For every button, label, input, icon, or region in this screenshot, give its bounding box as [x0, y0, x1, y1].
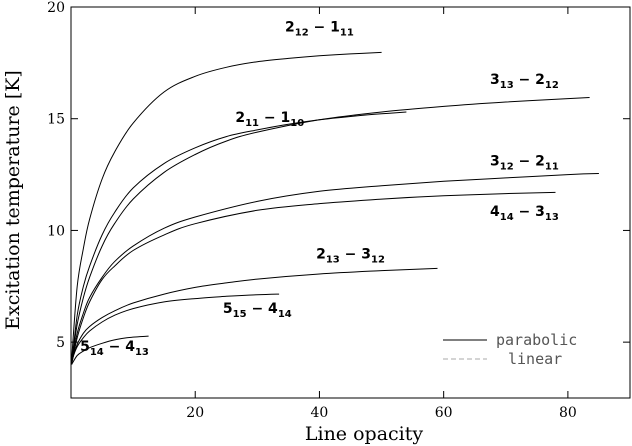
series-line-4-14-3-13 — [71, 191, 556, 365]
series-line-3-12-2-11 — [71, 173, 599, 363]
series-line-5-15-4-14 — [71, 293, 280, 361]
legend-label-linear: linear — [508, 350, 562, 368]
series-line-5-14-4-13 — [71, 335, 149, 365]
curve-label-5-15-4-14: 515 − 414 — [223, 301, 292, 320]
series-lines — [71, 51, 599, 365]
plot-frame — [70, 6, 631, 399]
y-tick-label: 10 — [47, 223, 65, 239]
legend-label-parabolic: parabolic — [496, 331, 577, 349]
curve-label-4-14-3-13: 414 − 313 — [490, 204, 559, 223]
curve-label-2-13-3-12: 213 − 312 — [316, 246, 385, 265]
x-tick-label: 20 — [186, 405, 204, 421]
plot-frame-group — [70, 6, 631, 399]
curve-label-2-12-1-11: 212 − 111 — [285, 20, 354, 39]
x-axis-title: Line opacity — [305, 423, 423, 445]
y-tick-label: 20 — [47, 0, 65, 16]
series-line-3-13-2-12 — [71, 97, 590, 363]
series-line-2-12-1-11 — [71, 51, 382, 361]
curve-labels: 212 − 111 313 − 212 211 − 110 312 − 211 414 … — [80, 20, 559, 359]
series-line-2-13-3-12 — [71, 267, 438, 363]
curve-label-5-14-4-13: 514 − 413 — [80, 339, 149, 358]
y-tick-label: 15 — [47, 112, 65, 128]
series-line-2-11-1-10 — [71, 111, 407, 365]
curve-label-3-13-2-12: 313 − 212 — [490, 72, 559, 91]
curve-label-2-11-1-10: 211 − 110 — [235, 110, 304, 129]
x-tick-label: 60 — [435, 405, 453, 421]
y-ticks: 5 10 15 20 — [47, 0, 630, 351]
x-ticks: 20 40 60 80 — [186, 7, 577, 421]
x-tick-label: 80 — [559, 405, 577, 421]
y-axis-title: Excitation temperature [K] — [2, 70, 24, 330]
legend: parabolic linear — [443, 331, 577, 368]
curve-label-3-12-2-11: 312 − 211 — [490, 154, 559, 173]
x-tick-label: 40 — [311, 405, 329, 421]
y-tick-label: 5 — [56, 335, 65, 351]
